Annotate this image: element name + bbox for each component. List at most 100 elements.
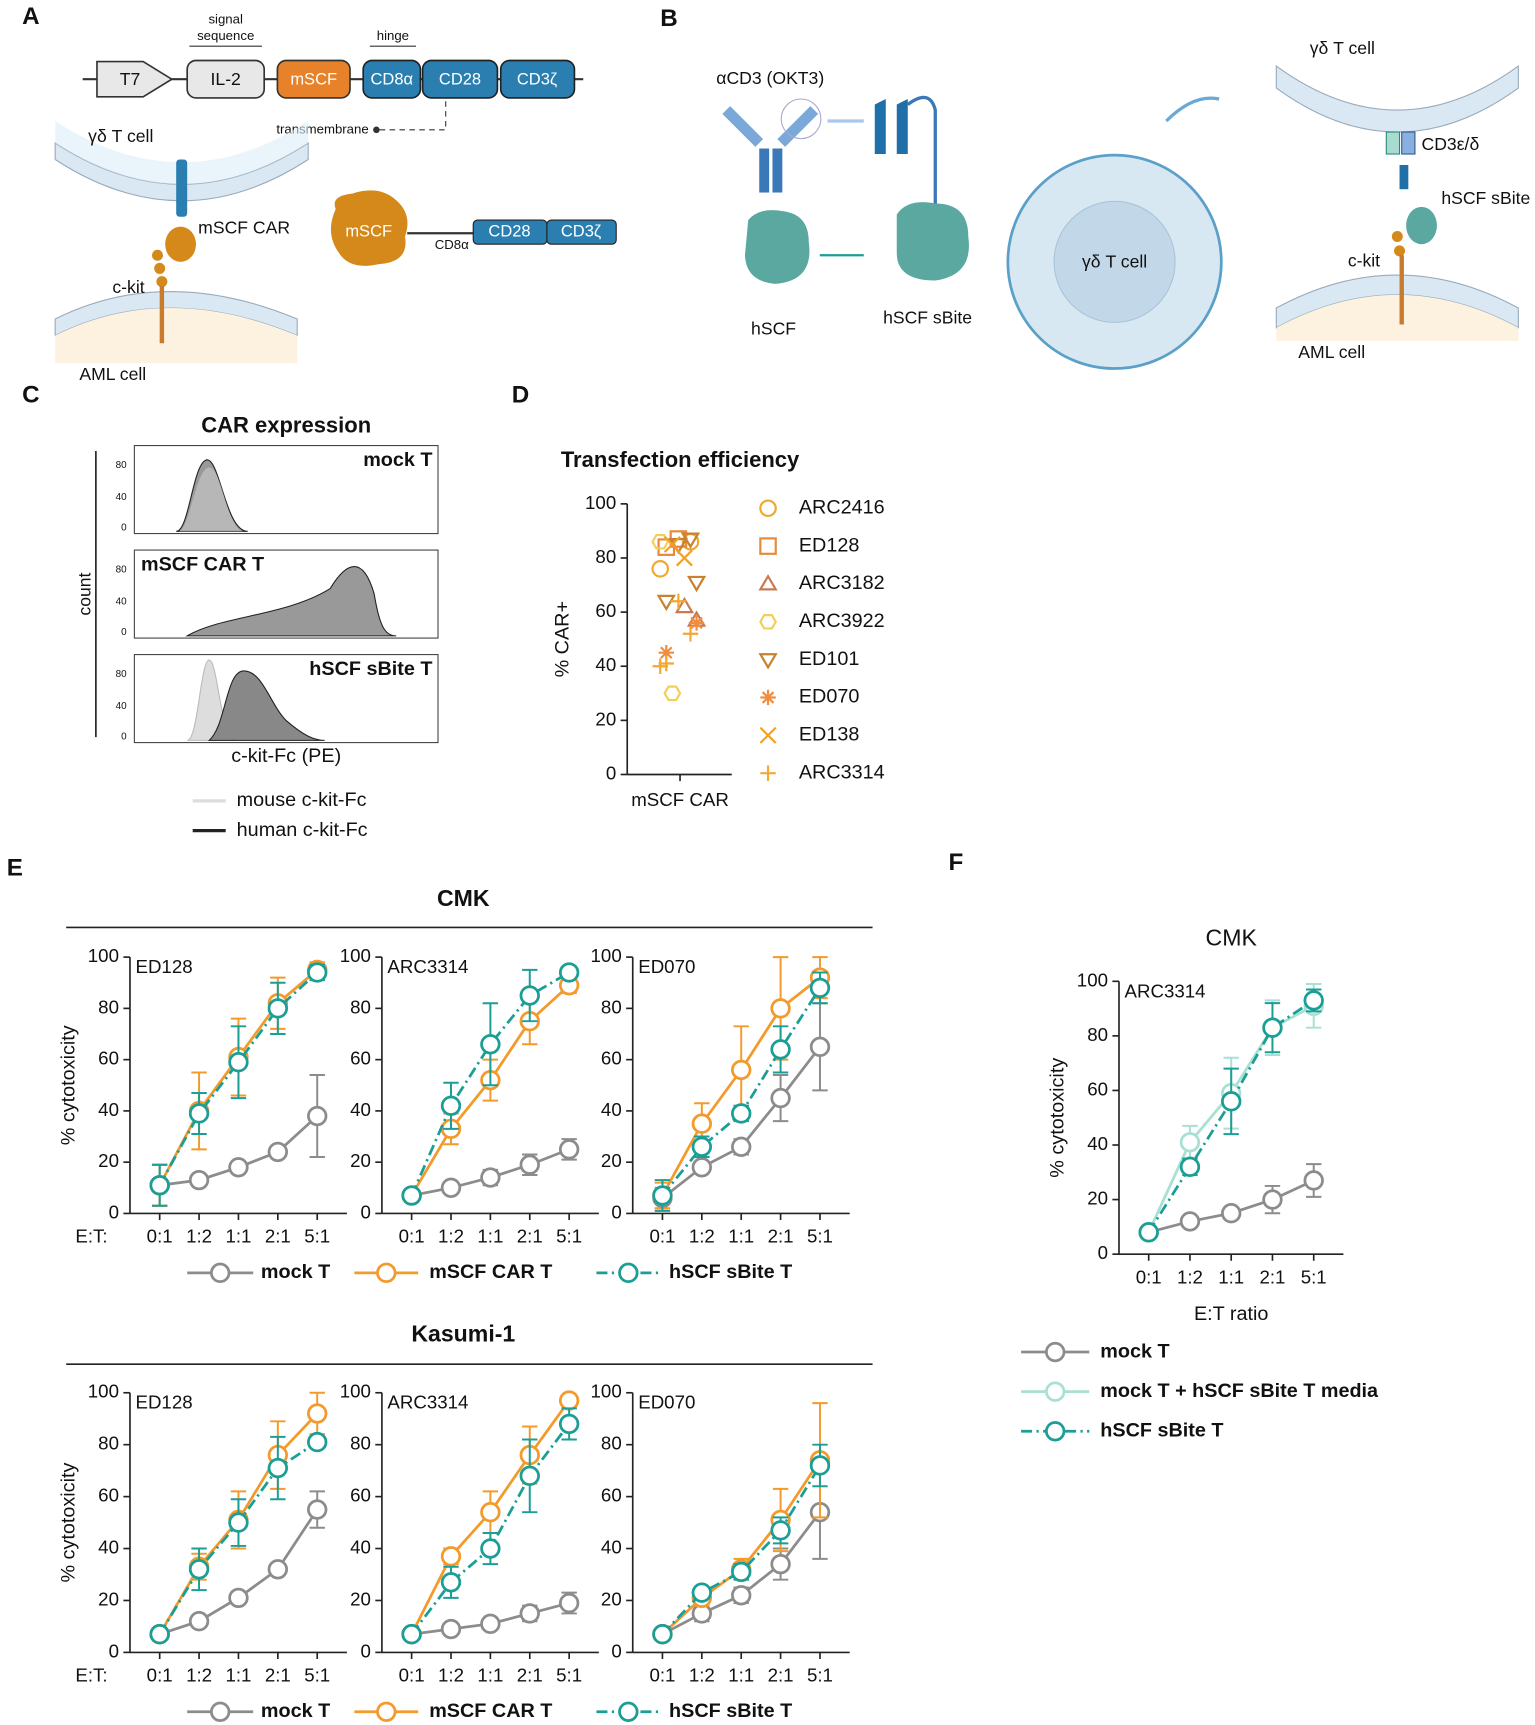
ckit-bead: [1394, 245, 1406, 257]
x-tick-label: 0:1: [147, 1665, 173, 1686]
tick-label: 40: [116, 596, 128, 607]
legend-label: ED128: [799, 534, 860, 556]
legend-label: mock T: [1100, 1340, 1169, 1362]
point: [188, 1611, 210, 1632]
x-tick-label: mSCF CAR: [631, 789, 729, 810]
point: [558, 1139, 580, 1160]
signal-label: signal: [208, 11, 243, 26]
point: [480, 1502, 501, 1523]
legend-marker: [376, 1262, 397, 1284]
x-label: c-kit-Fc (PE): [231, 745, 341, 767]
point: [440, 1177, 462, 1198]
point: [658, 645, 674, 661]
t7-box: [96, 60, 174, 98]
y-tick-label: 100: [585, 492, 616, 513]
annotation: ARC3314: [387, 956, 468, 977]
point: [307, 1403, 328, 1424]
t7-label: T7: [120, 69, 141, 89]
group-title: CMK: [437, 885, 490, 911]
ckit-label: c-kit: [112, 277, 144, 297]
y-tick-label: 20: [595, 708, 616, 729]
human-curve: [185, 566, 397, 637]
mscf-ligand: [165, 226, 196, 262]
car-receptor: [176, 159, 188, 217]
x-label: E:T:: [75, 1665, 107, 1686]
t-cell-label: γδ T cell: [1082, 252, 1147, 272]
y-tick-label: 0: [109, 1640, 119, 1661]
point: [188, 1103, 210, 1124]
x-tick-label: 0:1: [1136, 1266, 1162, 1287]
gd-cell-label: γδ T cell: [88, 126, 153, 146]
legend-marker: [1045, 1421, 1066, 1442]
highlight: [780, 98, 822, 140]
dashed-pointer: [379, 99, 447, 131]
x-tick-label: 1:1: [728, 1226, 754, 1247]
point: [682, 626, 699, 642]
point: [652, 1185, 673, 1206]
legend-label: mSCF CAR T: [429, 1261, 552, 1283]
point: [519, 1465, 540, 1487]
point: [809, 977, 831, 999]
y-tick-label: 80: [1087, 1024, 1108, 1045]
panel-b: αCD3 (OKT3) hSCF hSCF sBite γδ T cell γδ…: [716, 38, 1530, 370]
point: [670, 593, 687, 609]
point: [652, 1624, 673, 1645]
y-tick-label: 60: [601, 1048, 622, 1069]
tick-label: 0: [121, 732, 127, 743]
hinge-label: hinge: [377, 28, 409, 43]
ckit-bead: [154, 262, 166, 274]
y-tick-label: 0: [611, 1640, 621, 1661]
cd28-box: [421, 59, 499, 99]
tick-label: 40: [116, 492, 128, 503]
t-cell-cytoplasm: [55, 121, 309, 185]
point: [558, 1413, 580, 1435]
panel-labels: A B C D E F: [7, 3, 963, 881]
line-chart: 0 20 40 60 80 100 0:1 1:2 1:1 2:1 5:1 ARC3314 CMK % c…: [1047, 925, 1344, 1325]
panel-label: A: [22, 3, 39, 30]
point: [809, 1036, 831, 1058]
point: [770, 1520, 791, 1541]
legend-label: ARC3922: [799, 610, 885, 632]
point: [480, 1034, 501, 1055]
mscf-label: mSCF: [290, 71, 337, 89]
legend-marker: [618, 1262, 639, 1284]
aml-label: AML cell: [79, 364, 146, 384]
x-tick-label: 2:1: [768, 1226, 794, 1247]
y-tick-label: 100: [591, 1381, 622, 1402]
point: [731, 1103, 752, 1124]
point: [691, 1582, 712, 1603]
y-tick-label: 0: [1098, 1242, 1108, 1263]
point: [267, 1141, 289, 1163]
x-tick-label: 1:2: [438, 1226, 464, 1247]
annotation: ED070: [638, 1392, 695, 1413]
tick-label: 40: [116, 701, 128, 712]
y-tick-label: 20: [98, 1150, 119, 1171]
legend-label: ED101: [799, 648, 860, 670]
group-title: Kasumi-1: [411, 1321, 515, 1347]
human-curve: [207, 670, 325, 741]
line-chart: 0 20 40 60 80 100 0:1 1:2 1:1 2:1 5:1 ARC3314: [340, 1381, 599, 1686]
legend-marker: [758, 653, 778, 670]
gd-cell-label: γδ T cell: [1310, 38, 1375, 58]
point: [674, 596, 695, 614]
point: [519, 1603, 540, 1624]
point: [663, 535, 681, 553]
point: [558, 1592, 580, 1614]
legend-marker: [210, 1701, 231, 1722]
legend-marker: [760, 765, 776, 781]
y-tick-label: 40: [595, 654, 616, 675]
x-tick-label: 2:1: [517, 1226, 543, 1247]
row-label: hSCF sBite T: [309, 658, 432, 680]
panel-c: CAR expression count mock T mSCF CAR T h…: [75, 413, 439, 841]
row-label: mock T: [363, 449, 432, 471]
legend-label: mock T + hSCF sBite T media: [1100, 1380, 1379, 1402]
cd8a-box: [362, 59, 422, 99]
legend-label: ARC3182: [799, 572, 885, 594]
x-tick-label: 5:1: [556, 1226, 582, 1247]
annotation: ED128: [135, 1392, 192, 1413]
x-tick-label: 2:1: [768, 1665, 794, 1686]
cd3e: [1385, 131, 1401, 155]
y-tick-label: 80: [595, 546, 616, 567]
y-tick-label: 20: [1087, 1188, 1108, 1209]
